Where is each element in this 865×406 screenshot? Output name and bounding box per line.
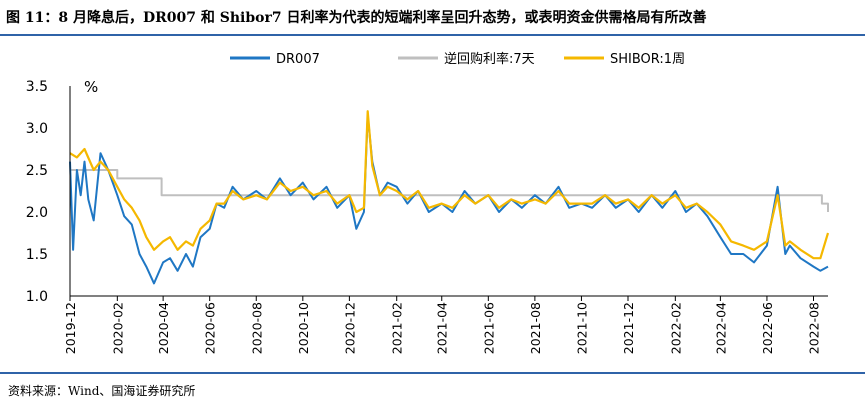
- y-axis-label: %: [84, 78, 98, 96]
- series-line-0: [69, 114, 829, 285]
- x-tick-label: 2022-02: [668, 302, 683, 354]
- series-line-1: [70, 169, 829, 212]
- y-tick-label: 1.0: [26, 289, 48, 305]
- y-tick-label: 1.5: [26, 247, 48, 263]
- x-tick-label: 2019-12: [63, 302, 78, 354]
- source-note: 资料来源：Wind、国海证券研究所: [8, 384, 196, 398]
- y-tick-label: 3.5: [26, 79, 48, 95]
- title-bar: 图 11：8 月降息后，DR007 和 Shibor7 日利率为代表的短端利率呈…: [0, 0, 865, 36]
- y-tick-label: 2.0: [26, 205, 48, 221]
- x-tick-label: 2021-04: [435, 302, 450, 354]
- x-tick-label: 2020-08: [249, 302, 264, 354]
- x-tick-label: 2020-10: [296, 302, 311, 354]
- x-tick-label: 2022-04: [713, 302, 728, 354]
- y-tick-label: 3.0: [26, 121, 48, 137]
- x-tick-label: 2020-04: [156, 302, 171, 354]
- x-tick-label: 2021-12: [621, 302, 636, 354]
- x-tick-label: 2020-12: [342, 302, 357, 354]
- source-bar: 资料来源：Wind、国海证券研究所: [0, 372, 865, 406]
- figure-title: 图 11：8 月降息后，DR007 和 Shibor7 日利率为代表的短端利率呈…: [6, 10, 707, 26]
- x-tick-label: 2020-02: [110, 302, 125, 354]
- legend-label: SHIBOR:1周: [610, 52, 685, 67]
- x-tick-label: 2022-08: [806, 302, 821, 354]
- x-tick-label: 2021-08: [528, 302, 543, 354]
- legend-label: 逆回购利率:7天: [444, 51, 535, 67]
- legend: DR007 逆回购利率:7天 SHIBOR:1周: [230, 51, 685, 67]
- x-tick-label: 2021-02: [390, 302, 405, 354]
- series-line-2: [69, 110, 830, 260]
- x-tick-label: 2020-06: [203, 302, 218, 354]
- plot-area: [69, 110, 830, 285]
- line-chart: DR007 逆回购利率:7天 SHIBOR:1周 3.5 3.0 2.5 2.0 1.5 1.…: [26, 51, 830, 354]
- x-tick-label: 2021-06: [481, 302, 496, 354]
- x-axis: 2019-12 2020-02 2020-04 2020-06 2020-08 2020-…: [63, 295, 828, 354]
- x-tick-label: 2022-06: [760, 302, 775, 354]
- y-tick-label: 2.5: [26, 163, 48, 179]
- y-axis: 3.5 3.0 2.5 2.0 1.5 1.0: [26, 79, 71, 305]
- legend-label: DR007: [276, 52, 320, 67]
- x-tick-label: 2021-10: [574, 302, 589, 354]
